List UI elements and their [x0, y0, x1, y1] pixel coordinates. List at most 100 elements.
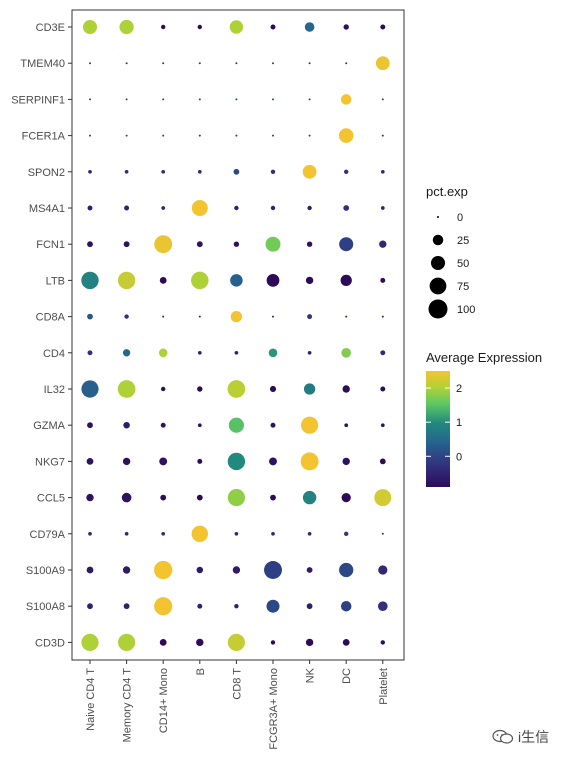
dot [198, 134, 201, 137]
dot [340, 274, 352, 287]
dot [162, 134, 165, 137]
dot [380, 277, 386, 283]
dot [197, 423, 202, 428]
plot-panel [71, 9, 405, 661]
dot [118, 633, 136, 652]
x-tick-label: Memory CD4 T [122, 668, 134, 743]
dot [124, 169, 129, 174]
dot [86, 566, 94, 574]
dot [196, 566, 204, 574]
dot [300, 452, 319, 471]
dot [268, 348, 278, 358]
size-legend-dot [429, 277, 447, 295]
dot [270, 640, 276, 645]
dot [235, 134, 238, 137]
y-tick-label: GZMA [33, 420, 65, 432]
dot [305, 638, 314, 647]
dot [227, 633, 245, 652]
dot [196, 638, 204, 647]
dot [160, 494, 167, 501]
dot [340, 94, 352, 105]
dot [117, 380, 136, 398]
dot [197, 350, 202, 355]
dot [159, 639, 167, 646]
dot [374, 489, 392, 507]
y-tick-label: IL32 [44, 384, 65, 396]
y-tick-label: NKG7 [35, 456, 65, 468]
dot [338, 128, 354, 143]
dot [301, 416, 319, 434]
dot [302, 164, 317, 179]
dot [81, 633, 99, 652]
dot [306, 567, 313, 573]
y-axis: CD3E TMEM40 SERPINF1 FCER1A SPON2 MS4A1 FCN1 LT… [11, 22, 72, 649]
y-tick-label: SPON2 [28, 167, 65, 179]
dot [87, 350, 93, 356]
dot [343, 24, 349, 30]
dot [270, 205, 276, 211]
x-tick-label: B [195, 668, 207, 675]
dot [270, 24, 276, 30]
y-tick-label: TMEM40 [20, 58, 65, 70]
dot [159, 457, 168, 466]
dot [161, 531, 166, 536]
dot [308, 62, 311, 65]
dot [196, 494, 203, 501]
dot [125, 134, 128, 137]
wechat-icon [492, 729, 514, 744]
dot [344, 531, 349, 536]
size-legend-label: 75 [457, 281, 469, 293]
dot [342, 385, 350, 393]
dot [161, 206, 166, 210]
x-axis: Naive CD4 T Memory CD4 T CD14+ Mono B CD8 T F… [85, 660, 390, 750]
dot [158, 348, 168, 358]
dot [380, 386, 386, 392]
y-tick-label: CD3E [36, 22, 65, 34]
dot [227, 489, 245, 507]
dot [123, 603, 130, 610]
dot [303, 383, 316, 395]
dot [342, 639, 350, 646]
dot [191, 199, 208, 217]
dot [87, 603, 93, 610]
dot [234, 604, 239, 609]
dot [265, 236, 281, 252]
x-tick-label: Naive CD4 T [85, 668, 97, 731]
dot [89, 98, 91, 101]
dot [307, 531, 312, 536]
dot [304, 22, 315, 32]
y-tick-label: S100A8 [26, 601, 65, 613]
dot [235, 98, 238, 101]
dot [230, 274, 243, 287]
dot [378, 565, 388, 575]
dot [379, 458, 386, 465]
dot [87, 205, 93, 211]
dot [124, 314, 129, 319]
size-legend-dot [432, 234, 444, 246]
dot [234, 531, 239, 536]
y-tick-label: FCN1 [36, 239, 65, 251]
dot [234, 350, 239, 355]
x-tick-label: Platelet [378, 668, 390, 705]
dot [86, 493, 94, 502]
dot [378, 601, 388, 611]
dot [306, 241, 313, 247]
dot [342, 457, 350, 466]
x-tick-label: FCGR3A+ Mono [268, 668, 280, 750]
dot [81, 271, 99, 290]
dot [154, 235, 173, 254]
size-legend-label: 100 [457, 304, 475, 316]
dot [307, 314, 313, 320]
dot [125, 98, 128, 101]
dot [197, 169, 202, 174]
size-legend-dot [437, 216, 439, 218]
dot [162, 315, 165, 318]
size-legend-dot [430, 255, 446, 271]
dot [87, 313, 93, 320]
dot [343, 205, 350, 211]
dot [344, 423, 349, 428]
dot [381, 315, 384, 318]
dot [197, 24, 202, 30]
dot [269, 457, 277, 466]
dot [197, 458, 203, 464]
